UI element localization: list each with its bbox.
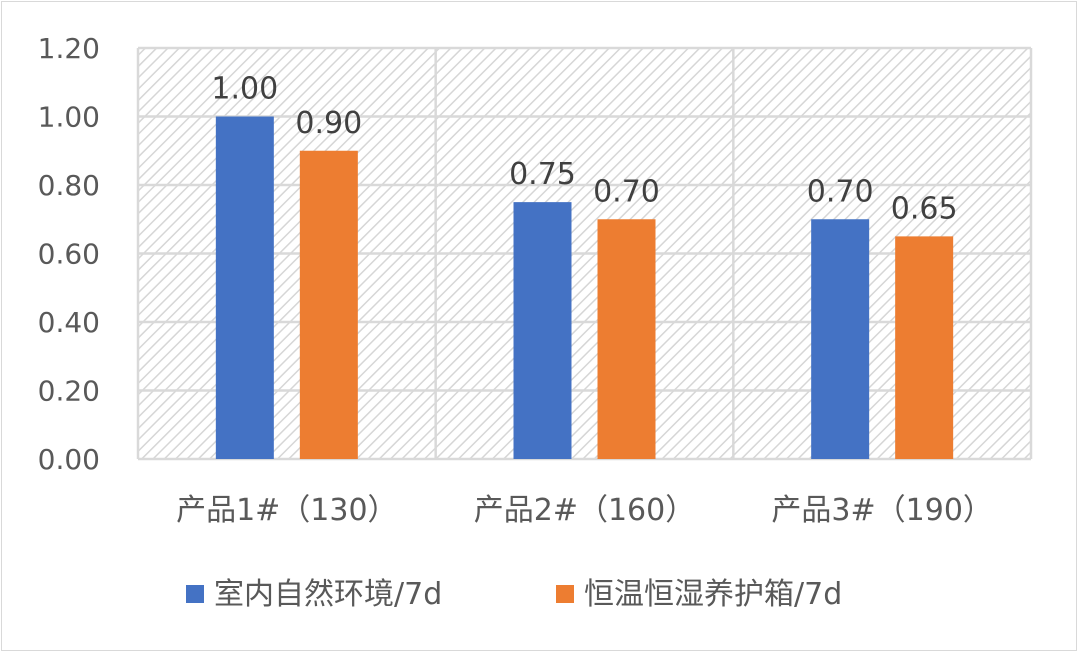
- category-labels: 产品1#（130） 产品2#（160） 产品3#（190）: [176, 493, 993, 528]
- y-tick-label: 1.20: [38, 32, 100, 65]
- y-tick-label: 0.20: [38, 375, 100, 408]
- bar-2-2: [597, 219, 656, 459]
- gridlines: [136, 46, 1033, 461]
- data-labels: 1.00 0.90 0.75 0.70 0.70 0.65: [211, 72, 957, 227]
- bar-2-3: [895, 236, 954, 459]
- legend-label: 室内自然环境/7d: [214, 577, 442, 612]
- category-label: 产品1#（130）: [176, 493, 397, 528]
- bar-1-3: [811, 219, 870, 459]
- y-axis-ticks: 0.00 0.20 0.40 0.60 0.80 1.00 1.20: [38, 32, 100, 476]
- bars: [215, 116, 954, 459]
- legend-label: 恒温恒湿养护箱/7d: [584, 577, 842, 612]
- data-label: 0.90: [295, 106, 362, 141]
- data-label: 0.70: [593, 174, 660, 209]
- data-label: 0.70: [807, 174, 874, 209]
- y-tick-label: 0.60: [38, 238, 100, 271]
- y-tick-label: 1.00: [38, 101, 100, 134]
- category-label: 产品3#（190）: [771, 493, 992, 528]
- bar-2-1: [299, 150, 358, 459]
- legend-swatch: [556, 585, 574, 603]
- legend: 室内自然环境/7d 恒温恒湿养护箱/7d: [186, 577, 842, 612]
- data-label: 0.75: [509, 157, 576, 192]
- y-tick-label: 0.80: [38, 169, 100, 202]
- category-label: 产品2#（160）: [474, 493, 695, 528]
- y-tick-label: 0.00: [38, 443, 100, 476]
- legend-swatch: [186, 585, 204, 603]
- bar-1-1: [215, 116, 274, 459]
- y-tick-label: 0.40: [38, 306, 100, 339]
- data-label: 0.65: [891, 191, 958, 226]
- data-label: 1.00: [211, 72, 278, 107]
- bar-1-2: [513, 202, 572, 459]
